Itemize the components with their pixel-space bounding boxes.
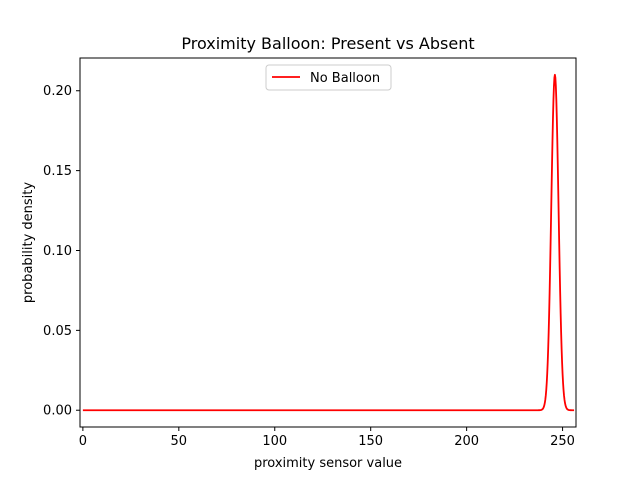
legend: No Balloon: [265, 64, 392, 91]
plot-area: [79, 57, 577, 428]
x-tick-label: 250: [550, 434, 575, 449]
y-tick-label: 0.20: [43, 84, 72, 99]
axes-frame: [79, 57, 577, 428]
y-axis-ticks: 0.00 0.05 0.10 0.15 0.20: [43, 84, 80, 419]
legend-box: [265, 64, 392, 91]
x-tick-label: 50: [171, 434, 188, 449]
chart-title: Proximity Balloon: Present vs Absent: [181, 34, 474, 53]
y-tick-label: 0.00: [43, 404, 72, 419]
x-tick-label: 0: [79, 434, 87, 449]
x-axis-label: proximity sensor value: [254, 456, 402, 471]
x-tick-label: 100: [262, 434, 287, 449]
y-tick-label: 0.15: [43, 164, 72, 179]
x-axis-ticks: 0 50 100 150 200 250: [79, 427, 575, 449]
x-tick-label: 150: [358, 434, 383, 449]
y-axis-label: probability density: [21, 182, 36, 303]
series-line-no-balloon: [82, 73, 575, 412]
y-tick-label: 0.10: [43, 244, 72, 259]
y-tick-label: 0.05: [43, 324, 72, 339]
series-layer: [82, 73, 575, 412]
legend-label-no-balloon: No Balloon: [310, 71, 380, 86]
x-tick-label: 200: [454, 434, 479, 449]
